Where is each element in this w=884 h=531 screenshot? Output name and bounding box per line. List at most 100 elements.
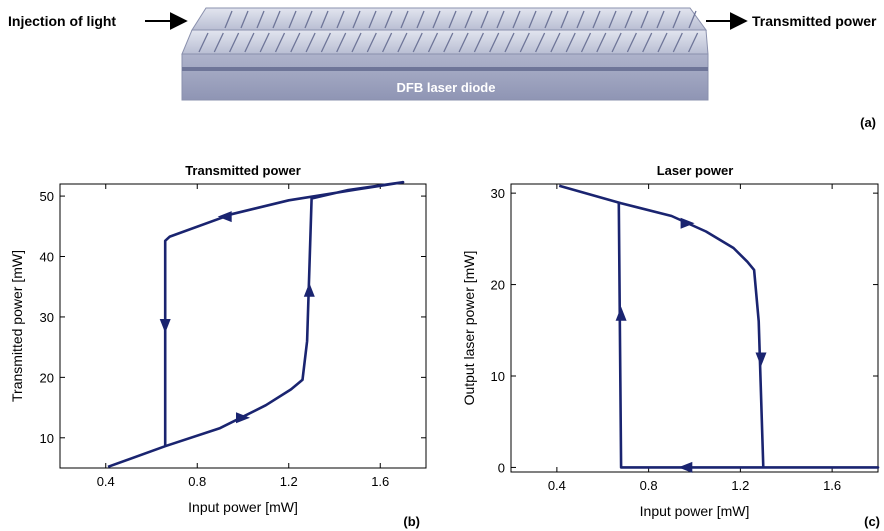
grating-tooth	[304, 10, 313, 29]
chart-title: Laser power	[657, 163, 734, 178]
y-tick-label: 10	[40, 431, 54, 446]
grating-tooth	[320, 10, 329, 29]
grating-tooth	[535, 32, 546, 53]
grating-tooth	[496, 10, 505, 29]
grating-tooth	[464, 10, 473, 29]
x-tick-label: 1.6	[371, 474, 389, 489]
laser-power-chart: Laser power 0.4 0.8 1.2 1.6 0 10 20 30 Input powe…	[461, 163, 880, 529]
direction-arrow	[159, 319, 171, 333]
panel-tag: (b)	[403, 514, 420, 529]
output-label: Transmitted power	[752, 13, 877, 29]
grating-tooth	[288, 10, 297, 29]
grating-tooth	[290, 32, 301, 53]
y-tick-label: 50	[40, 189, 54, 204]
y-tick-label: 30	[491, 186, 505, 201]
grating-tooth	[427, 32, 439, 53]
x-tick-label: 1.2	[280, 474, 298, 489]
grating-tooth	[320, 32, 331, 53]
grating-tooth	[458, 32, 469, 53]
grating-tooth	[397, 32, 408, 53]
grating-tooth	[432, 10, 441, 29]
grating-tooth	[336, 32, 347, 53]
grating-tooth	[443, 32, 454, 53]
grating-tooth	[366, 32, 377, 53]
direction-arrow	[303, 282, 315, 297]
grating-tooth	[448, 10, 457, 29]
grating-tooth	[560, 10, 569, 29]
grating-tooth	[272, 10, 281, 29]
grating-tooth	[592, 10, 601, 29]
grating-tooth	[624, 10, 633, 29]
x-axis-label: Input power [mW]	[188, 499, 298, 515]
grating-tooth	[213, 32, 224, 53]
hysteresis-curve	[558, 184, 880, 469]
plot-frame	[510, 183, 879, 473]
grating-tooth	[274, 32, 286, 53]
grating-tooth	[224, 10, 233, 29]
grating-tooth	[656, 10, 665, 29]
grating-tooth	[259, 32, 270, 53]
x-tick-label: 0.8	[640, 478, 658, 493]
panel-tag: (c)	[864, 514, 880, 529]
grating-tooth	[519, 32, 530, 53]
laser-body	[181, 53, 709, 101]
chart-title: Transmitted power	[185, 163, 301, 178]
input-label: Injection of light	[8, 13, 116, 29]
grating-tooth	[480, 10, 489, 29]
grating-tooth	[416, 10, 425, 29]
y-tick-label: 0	[498, 460, 505, 475]
direction-arrow	[755, 352, 767, 367]
plot-frame	[59, 183, 427, 469]
x-tick-label: 0.8	[188, 474, 206, 489]
grating-tooth	[352, 10, 361, 29]
grating-teeth-front	[198, 32, 699, 53]
grating-tooth	[688, 10, 697, 29]
x-tick-label: 1.2	[731, 478, 749, 493]
direction-arrow	[236, 412, 250, 424]
grating-tooth	[489, 32, 500, 53]
grating-tooth	[382, 32, 393, 53]
y-tick-label: 30	[40, 310, 54, 325]
grating-tooth	[336, 10, 345, 29]
grating-tooth	[611, 32, 622, 53]
grating-tooth	[565, 32, 576, 53]
direction-arrow	[680, 217, 695, 229]
y-tick-label: 20	[491, 278, 505, 293]
grating-tooth	[240, 10, 249, 29]
grating-tooth	[544, 10, 553, 29]
grating-tooth	[504, 32, 515, 53]
x-tick-label: 1.6	[823, 478, 841, 493]
x-tick-label: 0.4	[97, 474, 115, 489]
grating-tooth	[473, 32, 484, 53]
grating-tooth	[550, 32, 561, 53]
y-tick-label: 40	[40, 250, 54, 265]
grating-teeth-back	[224, 10, 697, 29]
grating-tooth	[528, 10, 537, 29]
grating-tooth	[256, 10, 265, 29]
device-label: DFB laser diode	[397, 80, 496, 95]
grating-tooth	[626, 32, 637, 53]
x-axis-label: Input power [mW]	[640, 503, 750, 519]
grating-tooth	[512, 10, 521, 29]
grating-tooth	[596, 32, 607, 53]
y-tick-label: 20	[40, 370, 54, 385]
grating-tooth	[198, 32, 209, 53]
hysteresis-curve	[107, 180, 405, 469]
y-axis-label: Transmitted power [mW]	[9, 250, 25, 402]
direction-arrow	[615, 306, 627, 321]
grating-tooth	[412, 32, 423, 53]
grating-tooth	[384, 10, 393, 29]
grating-tooth	[608, 10, 617, 29]
grating-tooth	[229, 32, 240, 53]
active-layer	[182, 67, 708, 71]
grating-tooth	[688, 32, 699, 53]
grating-tooth	[368, 10, 377, 29]
grating-tooth	[657, 32, 668, 53]
grating-tooth	[400, 10, 409, 29]
y-tick-label: 10	[491, 369, 505, 384]
grating-tooth	[642, 32, 653, 53]
grating-tooth	[244, 32, 255, 53]
transmitted-power-chart: Transmitted power 0.4 0.8 1.2 1.6 10 20 30 40 50 I…	[9, 163, 427, 529]
grating-tooth	[672, 10, 681, 29]
